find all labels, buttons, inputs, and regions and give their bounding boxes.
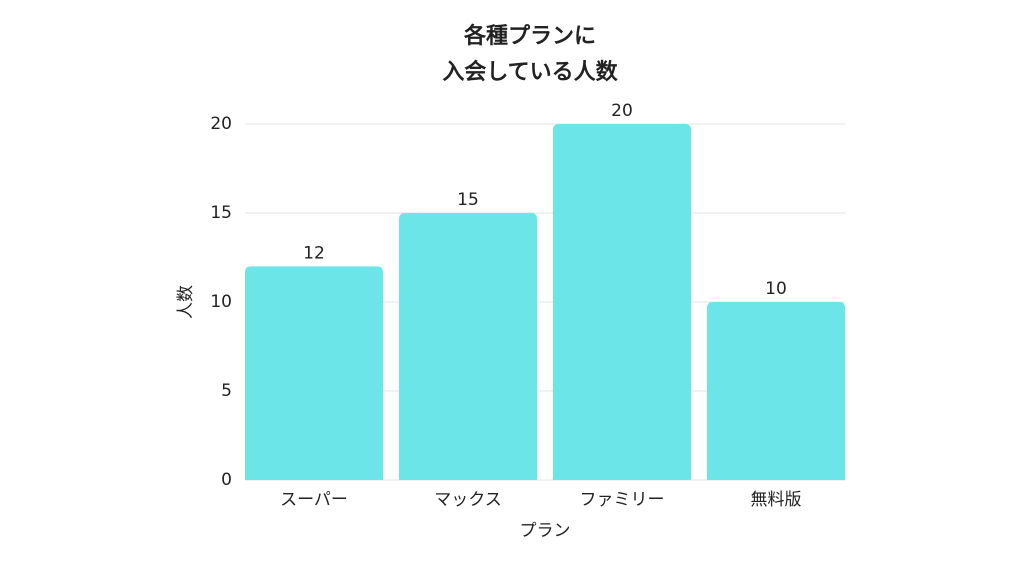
value-label: 20 bbox=[611, 101, 633, 121]
x-tick-label: マックス bbox=[434, 490, 502, 510]
x-tick-label: スーパー bbox=[280, 490, 348, 510]
value-label: 12 bbox=[303, 243, 325, 263]
value-label: 10 bbox=[765, 279, 787, 299]
bar bbox=[245, 266, 383, 480]
chart-title: 各種プランに bbox=[463, 23, 596, 49]
x-axis-label: プラン bbox=[520, 521, 571, 541]
y-axis-label: 人数 bbox=[176, 285, 196, 319]
chart-title: 入会している人数 bbox=[442, 59, 618, 85]
bar bbox=[707, 302, 845, 480]
x-tick-label: ファミリー bbox=[580, 490, 665, 510]
y-tick-label: 10 bbox=[210, 292, 232, 312]
y-tick-label: 20 bbox=[210, 114, 232, 134]
bar bbox=[399, 213, 537, 480]
bar bbox=[553, 124, 691, 480]
y-tick-label: 0 bbox=[221, 470, 232, 490]
y-tick-label: 15 bbox=[210, 203, 232, 223]
x-tick-label: 無料版 bbox=[751, 490, 802, 510]
y-tick-label: 5 bbox=[221, 381, 232, 401]
value-label: 15 bbox=[457, 190, 479, 210]
